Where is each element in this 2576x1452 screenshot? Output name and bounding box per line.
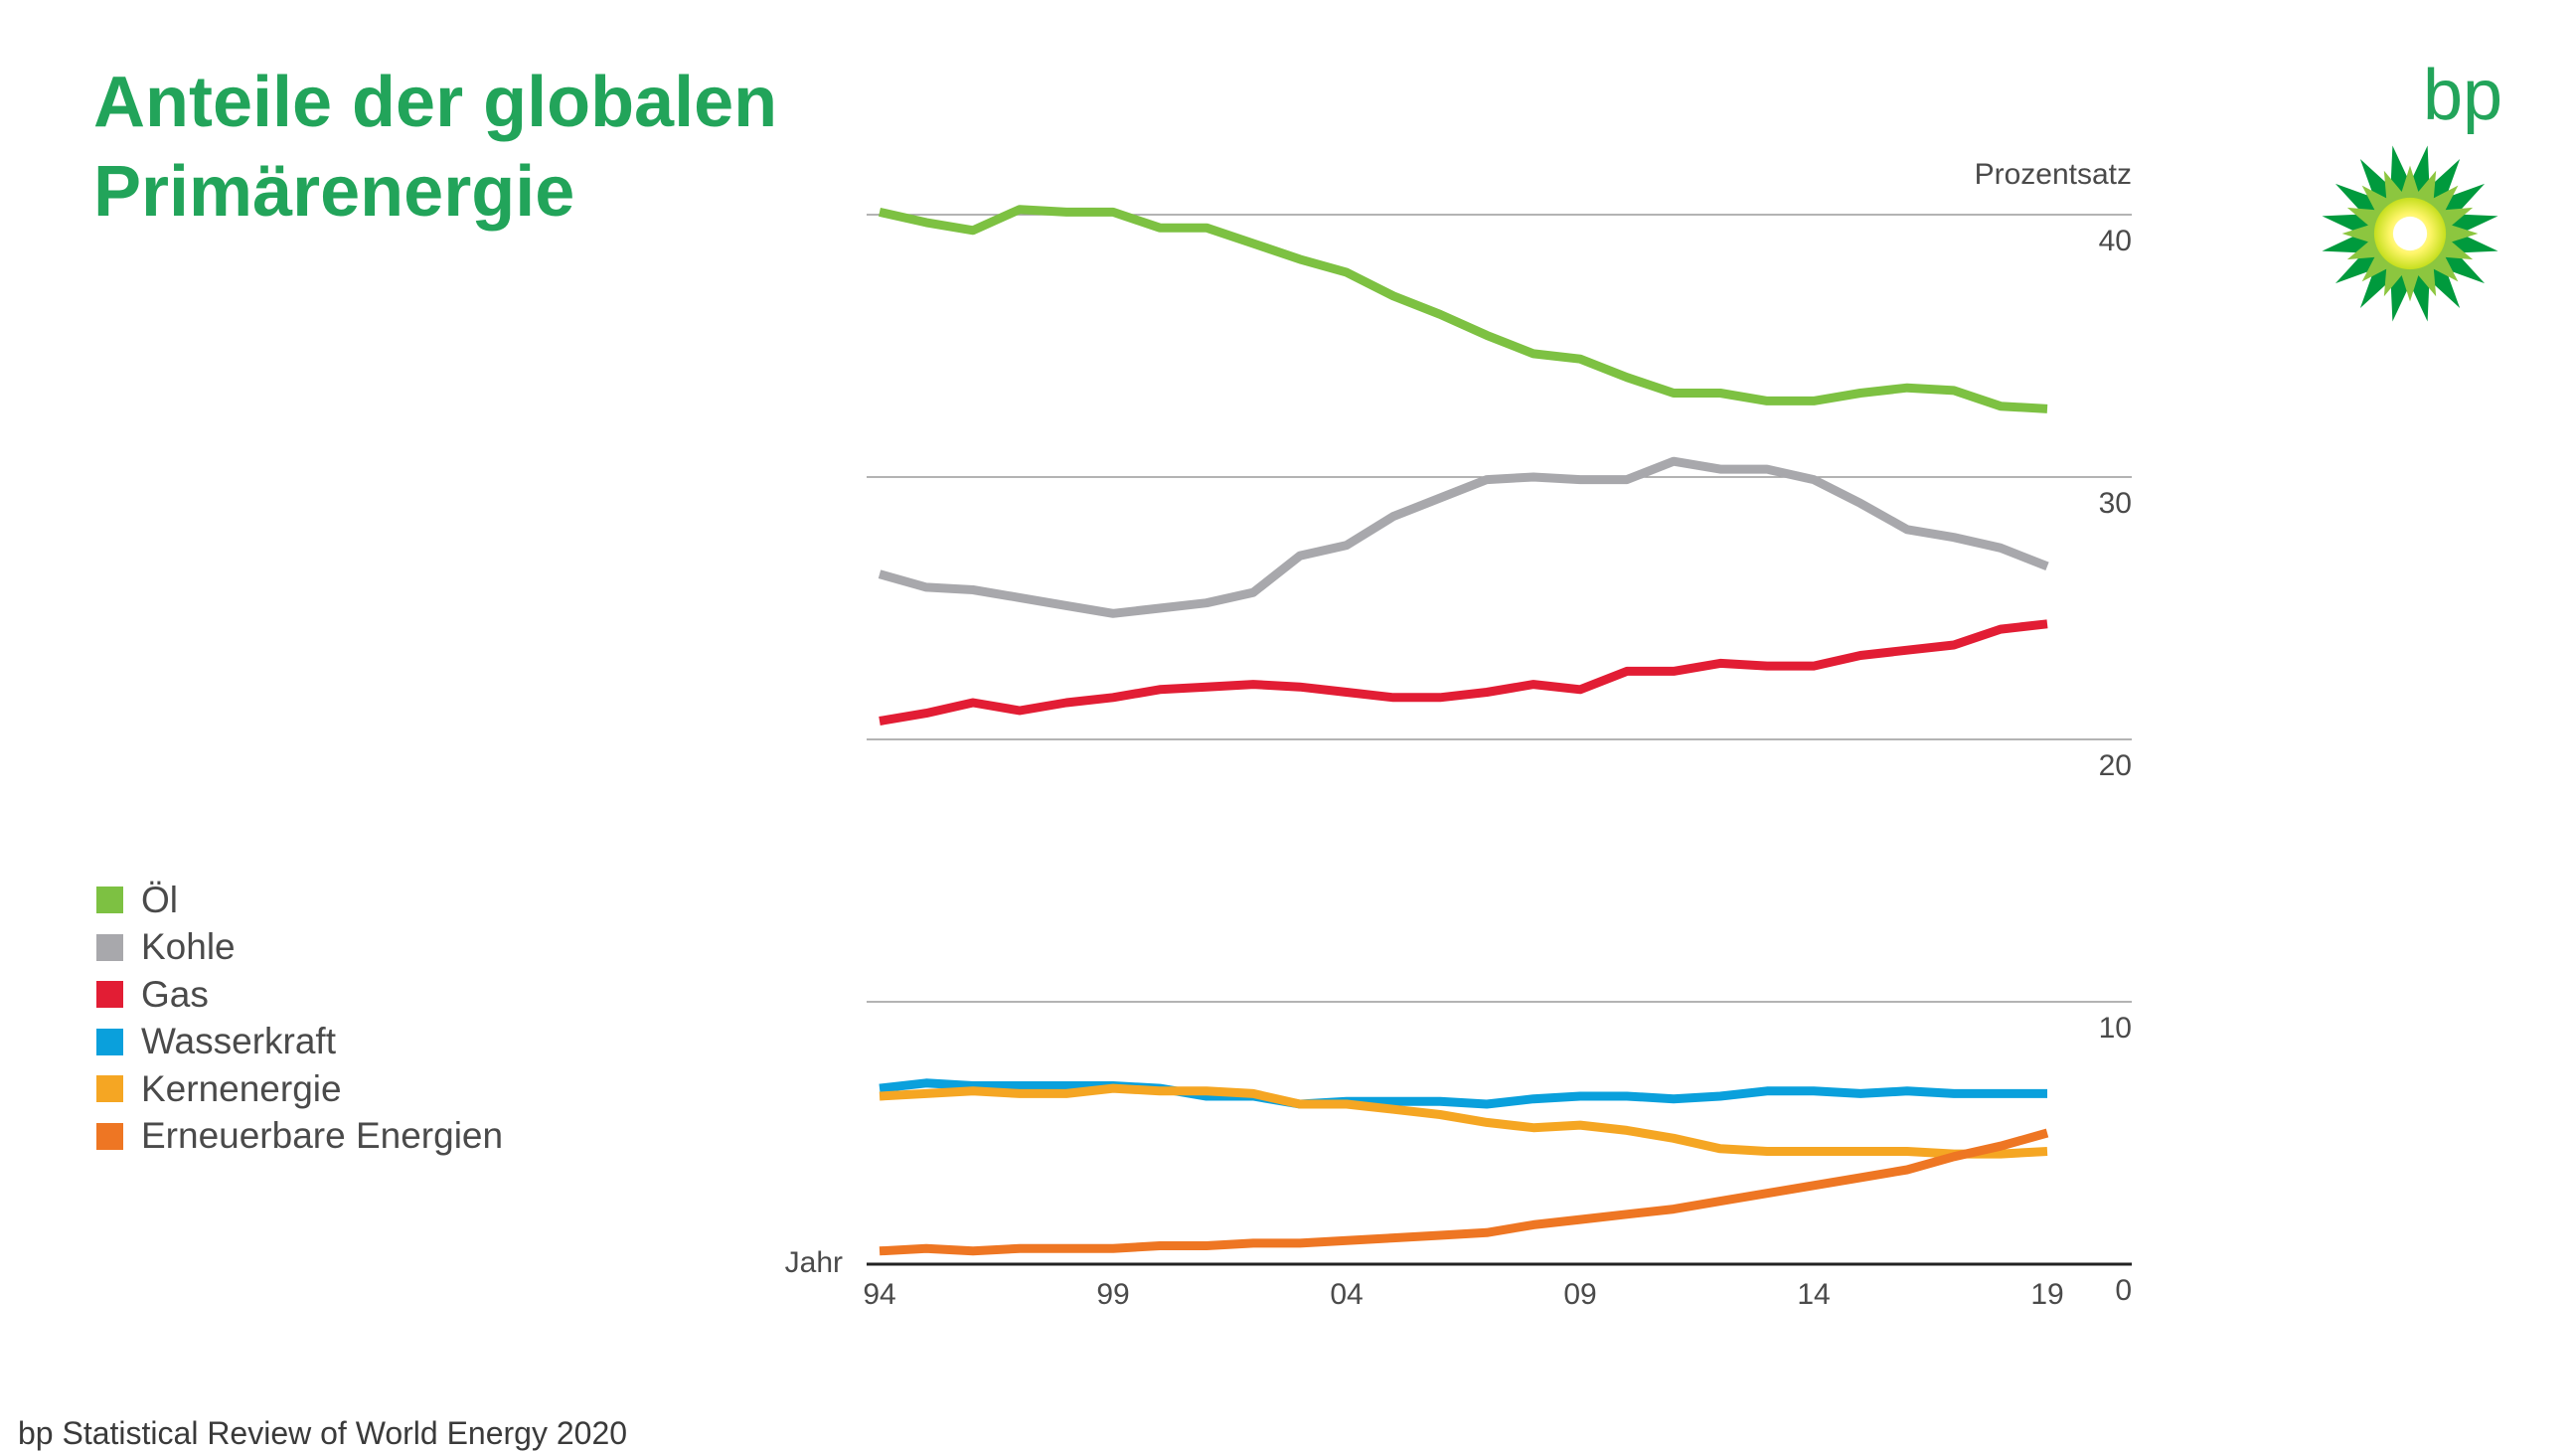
x-axis-title: Jahr <box>785 1246 843 1279</box>
legend-label: Wasserkraft <box>141 1021 336 1062</box>
x-tick-label: 19 <box>2030 1278 2063 1311</box>
legend-label: Gas <box>141 973 209 1015</box>
legend-item: Wasserkraft <box>96 1019 503 1066</box>
page-title: Anteile der globalen Primärenergie <box>93 58 777 237</box>
legend-swatch <box>96 887 123 914</box>
x-axis-ticks: 94 99 04 09 14 19 <box>863 1278 2063 1311</box>
x-tick-label: 09 <box>1563 1278 1596 1311</box>
x-tick-label: 14 <box>1797 1278 1830 1311</box>
y-axis-title: Prozentsatz <box>1975 158 2132 191</box>
legend-item: Erneuerbare Energien <box>96 1113 503 1161</box>
legend-swatch <box>96 933 123 961</box>
page-title-line-1: Anteile der globalen <box>93 63 778 142</box>
legend-swatch <box>96 1028 123 1055</box>
legend-label: Kernenergie <box>141 1067 342 1109</box>
series-line-gas <box>879 619 2048 726</box>
legend-item: Kernenergie <box>96 1065 503 1113</box>
y-axis-ticks: 0 10 20 30 40 <box>2099 225 2132 1307</box>
legend-item: Kohle <box>96 924 503 972</box>
x-tick-label: 94 <box>863 1278 895 1311</box>
legend-item: Gas <box>96 971 503 1019</box>
y-tick-label: 30 <box>2099 487 2132 520</box>
legend-item: Öl <box>96 877 503 924</box>
series-line-erneuerbare-energien <box>879 1128 2049 1256</box>
page-title-line-2: Primärenergie <box>93 152 575 232</box>
legend-swatch <box>96 1075 123 1103</box>
series-line-öl <box>879 205 2048 413</box>
legend-label: Erneuerbare Energien <box>141 1115 504 1157</box>
series-line-wasserkraft <box>879 1078 2047 1109</box>
series-line-kohle <box>878 456 2049 618</box>
bp-logo-text: bp <box>2423 56 2503 135</box>
legend-swatch <box>96 981 123 1009</box>
series-line-kernenergie <box>879 1083 2048 1159</box>
chart-legend: Öl Kohle Gas Wasserkraft Kernenergie Erneuerb… <box>96 877 503 1160</box>
chart-series <box>878 205 2049 1256</box>
y-tick-label: 10 <box>2099 1012 2132 1045</box>
bp-helios-icon <box>2322 145 2498 322</box>
legend-swatch <box>96 1122 123 1150</box>
legend-label: Kohle <box>141 926 236 968</box>
y-tick-label: 20 <box>2099 749 2132 782</box>
y-tick-label: 0 <box>2115 1274 2132 1307</box>
x-tick-label: 99 <box>1096 1278 1129 1311</box>
legend-label: Öl <box>141 879 178 920</box>
y-tick-label: 40 <box>2099 225 2132 257</box>
source-note: bp Statistical Review of World Energy 20… <box>18 1415 628 1451</box>
x-tick-label: 04 <box>1330 1278 1363 1311</box>
